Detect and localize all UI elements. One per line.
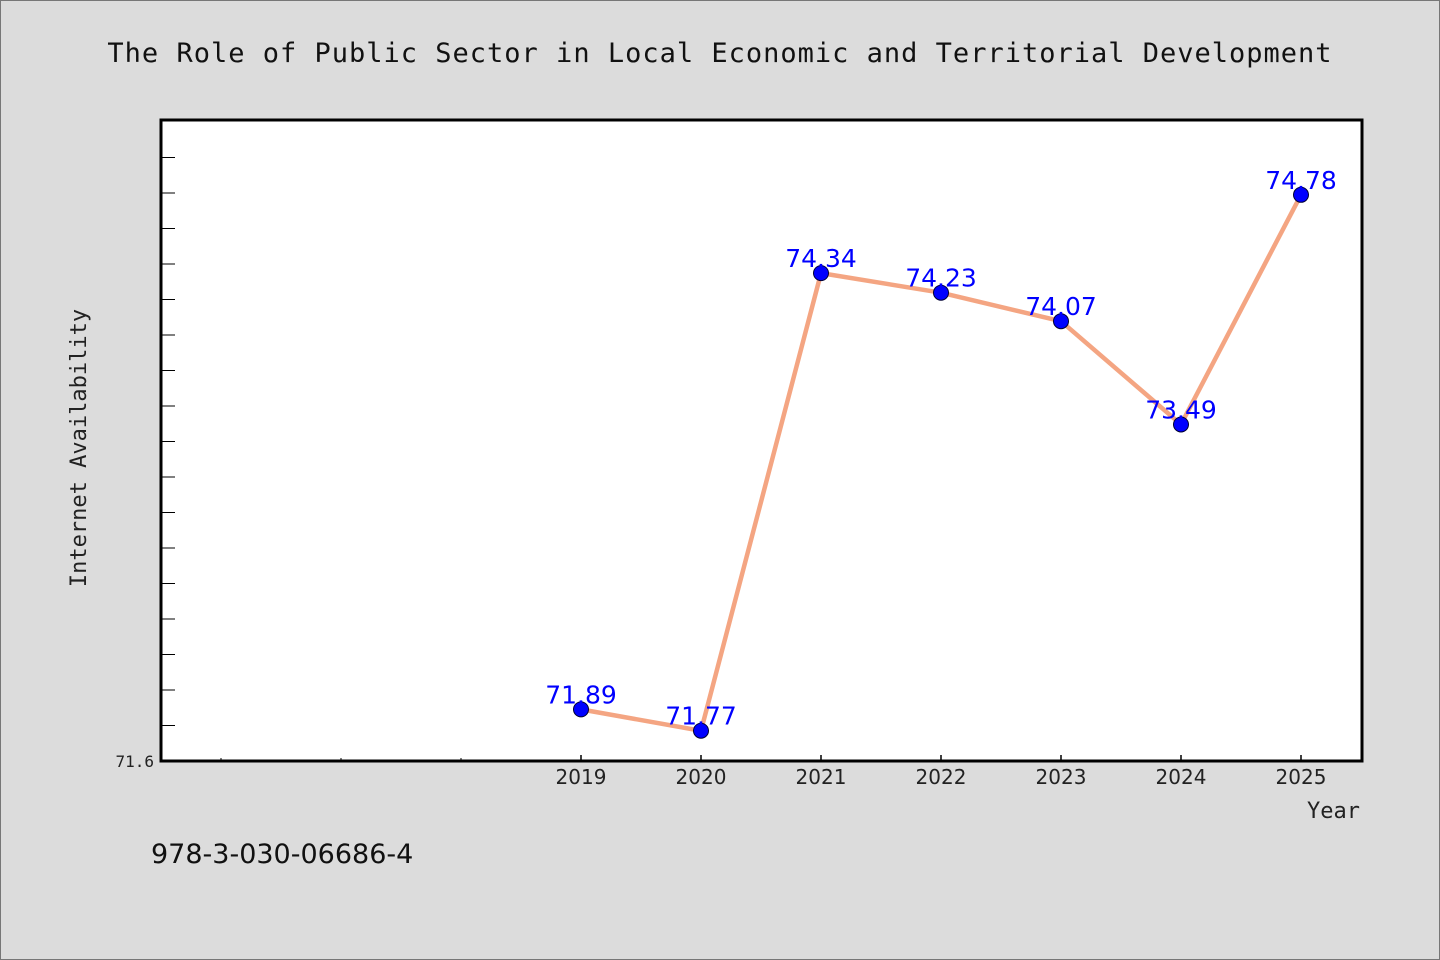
- y-axis-min-label: 71.6: [115, 752, 154, 771]
- chart-title: The Role of Public Sector in Local Econo…: [107, 38, 1332, 69]
- plot-area: [159, 118, 1364, 763]
- data-label: 74.78: [1265, 166, 1337, 195]
- data-point: [1053, 313, 1069, 330]
- x-tick-label: 2025: [1276, 765, 1327, 789]
- x-axis-title: Year: [1307, 799, 1360, 824]
- x-tick-label: 2020: [676, 765, 727, 789]
- y-axis-title: Internet Availability: [67, 309, 92, 587]
- data-point: [933, 284, 949, 301]
- isbn-text: 978-3-030-06686-4: [151, 839, 413, 870]
- x-tick-label: 2021: [796, 765, 847, 789]
- data-point: [693, 722, 709, 739]
- x-tick-labels: 2019 2020 2021 2022 2023 2024 2025: [556, 765, 1327, 789]
- data-point: [813, 265, 829, 282]
- y-axis-ticks: [161, 157, 175, 726]
- x-tick-label: 2023: [1036, 765, 1087, 789]
- data-label: 74.34: [785, 244, 857, 273]
- data-label: 71.77: [665, 702, 737, 731]
- series-internet-availability: 71.89 71.77 74.34 74.23 74.07 73.49 74.78: [545, 166, 1337, 739]
- x-tick-label: 2022: [916, 765, 967, 789]
- data-point: [1293, 186, 1309, 203]
- x-axis-ticks: [220, 755, 1302, 761]
- data-point: [1173, 416, 1189, 433]
- x-tick-label: 2019: [556, 765, 607, 789]
- data-point: [573, 701, 589, 718]
- data-label: 73.49: [1145, 395, 1217, 424]
- x-tick-label: 2024: [1156, 765, 1207, 789]
- data-label: 74.23: [905, 264, 977, 293]
- data-label: 74.07: [1025, 292, 1097, 321]
- data-label: 71.89: [545, 680, 617, 709]
